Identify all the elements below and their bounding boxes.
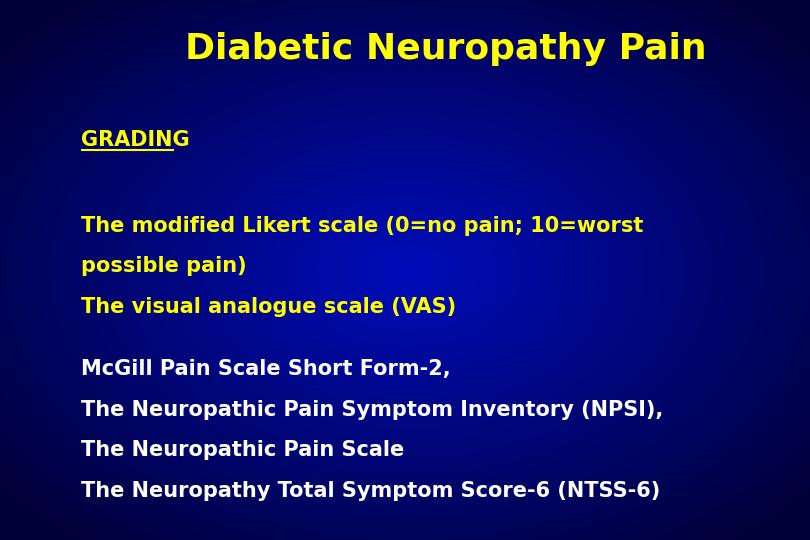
Text: The modified Likert scale (0=no pain; 10=worst: The modified Likert scale (0=no pain; 10… (81, 216, 643, 236)
Text: GRADING: GRADING (81, 130, 190, 150)
Text: Diabetic Neuropathy Pain: Diabetic Neuropathy Pain (185, 32, 706, 66)
Text: The Neuropathy Total Symptom Score-6 (NTSS-6): The Neuropathy Total Symptom Score-6 (NT… (81, 481, 660, 501)
Text: The Neuropathic Pain Symptom Inventory (NPSI),: The Neuropathic Pain Symptom Inventory (… (81, 400, 663, 420)
Text: McGill Pain Scale Short Form-2,: McGill Pain Scale Short Form-2, (81, 359, 450, 379)
Text: possible pain): possible pain) (81, 256, 246, 276)
Text: The visual analogue scale (VAS): The visual analogue scale (VAS) (81, 297, 456, 317)
Text: The Neuropathic Pain Scale: The Neuropathic Pain Scale (81, 440, 404, 460)
